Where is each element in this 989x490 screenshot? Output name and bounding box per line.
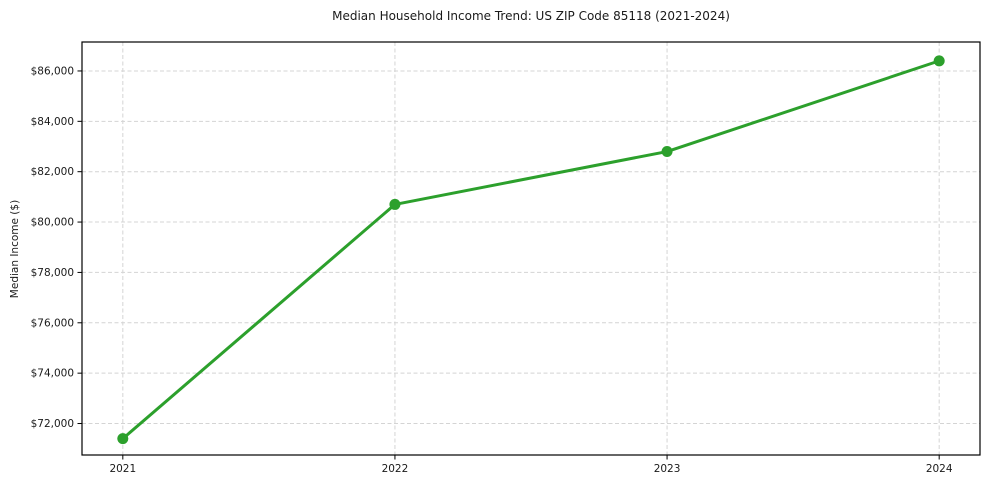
x-tick-label: 2021: [109, 463, 136, 475]
data-point: [661, 146, 673, 158]
data-point: [933, 55, 945, 67]
data-point: [117, 433, 129, 445]
data-point: [389, 198, 401, 210]
y-tick-label: $78,000: [31, 267, 74, 279]
x-tick-label: 2024: [926, 463, 953, 475]
x-tick-label: 2023: [654, 463, 681, 475]
y-tick-label: $76,000: [31, 317, 74, 329]
y-tick-label: $80,000: [31, 217, 74, 229]
y-tick-label: $74,000: [31, 368, 74, 380]
y-tick-label: $84,000: [31, 116, 74, 128]
chart-title: Median Household Income Trend: US ZIP Co…: [332, 9, 730, 23]
y-tick-label: $86,000: [31, 65, 74, 77]
y-tick-label: $82,000: [31, 166, 74, 178]
trend-line: [121, 59, 941, 441]
x-tick-label: 2022: [382, 463, 409, 475]
y-tick-label: $72,000: [31, 418, 74, 430]
plot-border: [81, 41, 981, 456]
